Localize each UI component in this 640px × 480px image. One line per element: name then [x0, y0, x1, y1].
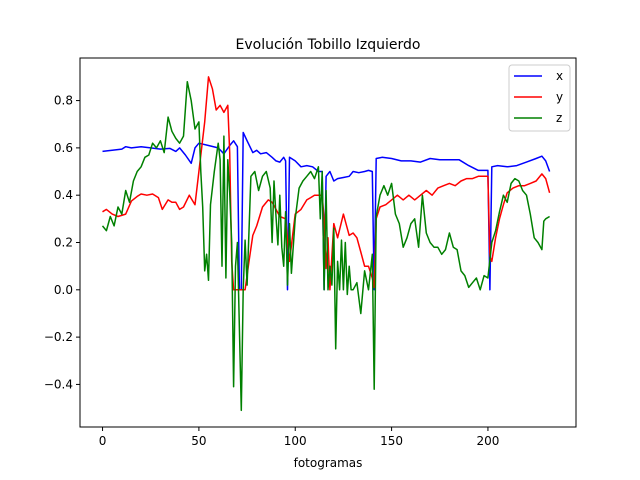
legend-box [508, 64, 571, 132]
y-tick-label: 0.8 [54, 94, 73, 108]
y-tick-label: −0.4 [44, 377, 73, 391]
x-axis: 0 50 100 150 200 [99, 427, 499, 448]
x-tick-label: 150 [380, 434, 403, 448]
chart-title: Evolución Tobillo Izquierdo [236, 37, 421, 53]
x-tick-label: 200 [476, 434, 499, 448]
y-tick-label: 0.6 [54, 141, 73, 155]
legend-label-y: y [556, 90, 563, 104]
y-tick-label: 0.4 [54, 188, 73, 202]
legend-label-z: z [556, 111, 562, 125]
series-line-z [101, 80, 550, 412]
y-tick-label: −0.2 [44, 330, 73, 344]
x-tick-label: 0 [99, 434, 107, 448]
y-axis: −0.4 −0.2 0.0 0.2 0.4 0.6 0.8 [44, 94, 80, 391]
legend-label-x: x [556, 69, 563, 83]
x-axis-label: fotogramas [294, 456, 363, 470]
legend: xyz [508, 64, 571, 132]
series-layer [101, 76, 551, 412]
series-line-x [102, 131, 551, 291]
x-tick-label: 50 [191, 434, 206, 448]
y-tick-label: 0.2 [54, 236, 73, 250]
y-tick-label: 0.0 [54, 283, 73, 297]
x-tick-label: 100 [284, 434, 307, 448]
